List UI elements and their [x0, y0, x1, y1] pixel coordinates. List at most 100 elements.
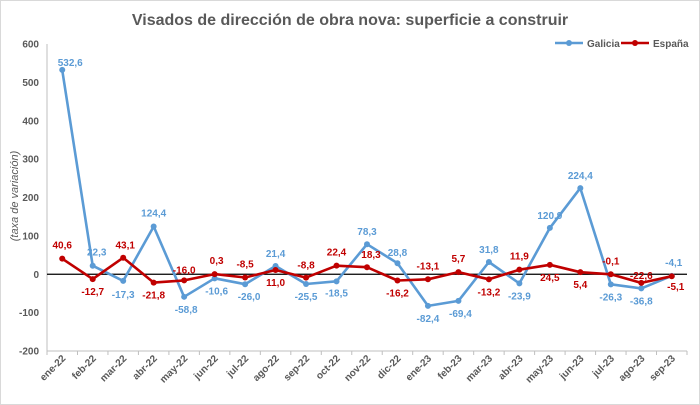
data-point [394, 277, 401, 284]
legend-marker-galicia [566, 40, 572, 46]
data-label-galicia: -4,1 [665, 258, 683, 269]
data-label-espana: 5,7 [451, 254, 465, 265]
data-point [181, 277, 188, 284]
data-label-galicia: 21,4 [266, 249, 286, 260]
data-point [668, 273, 675, 280]
x-tick-label: jun-22 [191, 353, 221, 383]
data-label-galicia: -10,6 [205, 286, 228, 297]
legend-marker-espana [632, 40, 638, 46]
data-label-espana: 18,3 [361, 250, 381, 261]
data-label-galicia: 124,4 [141, 209, 166, 220]
data-label-espana: 40,6 [53, 241, 73, 252]
data-label-galicia: -26,3 [599, 292, 622, 303]
data-label-espana: 22,4 [327, 248, 347, 259]
x-tick-label: ago-22 [251, 353, 282, 384]
data-label-galicia: -23,9 [508, 291, 531, 302]
x-tick-label: sep-22 [282, 353, 312, 383]
data-label-espana: -8,5 [236, 260, 254, 271]
data-label-galicia: -82,4 [417, 314, 440, 325]
data-label-espana: 11,9 [510, 252, 529, 263]
data-point [607, 281, 614, 288]
data-point [181, 293, 188, 300]
data-label-espana: -12,7 [81, 287, 104, 298]
x-tick-label: sep-23 [648, 353, 678, 383]
data-point [303, 274, 310, 281]
y-axis-label: (taxa de variación) [9, 150, 21, 241]
legend-label-galicia: Galicia [587, 39, 620, 50]
data-point [546, 261, 553, 268]
data-point [272, 267, 279, 274]
data-point [89, 262, 96, 269]
x-tick-label: jun-23 [557, 353, 587, 383]
data-label-galicia: -58,8 [175, 305, 198, 316]
data-label-espana: -22,6 [630, 271, 653, 282]
data-point [333, 262, 340, 269]
chart-title: Visados de dirección de obra nova: super… [132, 12, 568, 29]
x-tick-label: oct-22 [314, 353, 343, 382]
x-tick-label: ago-23 [617, 353, 648, 384]
x-tick-label: mar-23 [464, 353, 495, 384]
x-tick-label: may-22 [158, 353, 190, 385]
data-point [394, 260, 401, 267]
x-tick-label: ene-23 [404, 353, 434, 383]
data-label-espana: 0,3 [210, 256, 224, 267]
data-label-galicia: 120,9 [537, 211, 562, 222]
x-tick-label: mar-22 [98, 353, 129, 384]
data-label-espana: -0,1 [602, 256, 620, 267]
x-tick-label: nov-22 [343, 353, 374, 384]
data-point [577, 185, 584, 192]
x-tick-label: ene-22 [38, 353, 68, 383]
legend: Galicia España [555, 39, 689, 50]
data-point [242, 274, 249, 281]
y-tick-label: 600 [22, 40, 39, 51]
y-tick-label: 100 [22, 231, 39, 242]
data-point [59, 66, 66, 73]
data-label-galicia: 31,8 [479, 245, 499, 256]
data-label-espana: -16,0 [173, 265, 196, 276]
y-tick-label: -100 [19, 308, 39, 319]
x-tick-label: dic-22 [375, 353, 404, 382]
y-tick-label: 200 [22, 193, 39, 204]
data-point [577, 269, 584, 276]
data-label-galicia: -26,0 [238, 292, 261, 303]
data-label-galicia: 224,4 [568, 171, 593, 182]
x-tick-label: abr-22 [131, 353, 160, 382]
data-point [638, 279, 645, 286]
data-point [89, 276, 96, 283]
y-tick-label: -200 [19, 347, 39, 358]
data-label-espana: -21,8 [142, 291, 165, 302]
data-point [150, 279, 157, 286]
x-tick-label: may-23 [524, 353, 556, 385]
data-point [211, 271, 218, 278]
data-label-espana: 24,5 [540, 273, 560, 284]
data-point [516, 280, 523, 287]
x-tick-label: jul-23 [590, 353, 617, 380]
data-point [638, 285, 645, 292]
data-label-espana: -5,1 [667, 282, 685, 293]
x-tick-label: feb-23 [436, 353, 465, 382]
data-label-espana: -16,2 [386, 288, 409, 299]
data-point [59, 255, 66, 262]
data-label-galicia: -17,3 [112, 290, 135, 301]
data-label-galicia: -36,8 [630, 296, 653, 307]
data-point [120, 277, 127, 284]
y-tick-label: 0 [33, 270, 39, 281]
data-point [516, 266, 523, 273]
y-axis-label-group: (taxa de variación) [9, 150, 21, 241]
data-label-espana: 43,1 [115, 241, 135, 252]
data-label-espana: 11,0 [266, 278, 285, 289]
data-point [546, 224, 553, 231]
data-label-espana: -13,1 [417, 261, 440, 272]
legend-label-espana: España [653, 39, 689, 50]
data-label-galicia: 78,3 [357, 227, 377, 238]
data-point [424, 302, 431, 309]
data-point [211, 275, 218, 282]
data-point [424, 276, 431, 283]
data-point [120, 254, 127, 261]
data-point [150, 223, 157, 230]
data-point [303, 281, 310, 288]
x-tick-label: feb-22 [70, 353, 99, 382]
